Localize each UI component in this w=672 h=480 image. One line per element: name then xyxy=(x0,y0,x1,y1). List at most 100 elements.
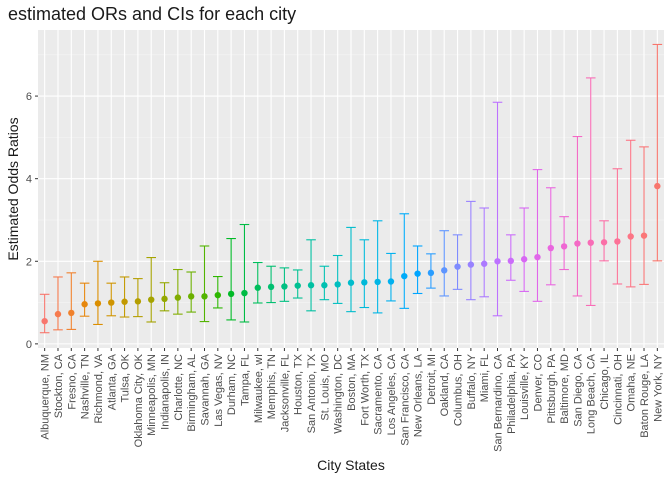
or-point xyxy=(227,290,235,298)
or-point xyxy=(507,257,515,265)
x-tick-label: Miami, FL xyxy=(479,354,491,402)
or-point xyxy=(307,282,315,289)
x-tick-label: San Bernardino, CA xyxy=(493,353,505,451)
or-point xyxy=(654,182,661,190)
or-point xyxy=(600,239,608,246)
or-point xyxy=(134,298,142,305)
city-estimate xyxy=(479,207,489,298)
city-estimate xyxy=(66,272,77,330)
x-tick-label: New York, NY xyxy=(652,353,664,422)
x-tick-label: Baton Rouge, LA xyxy=(639,353,651,437)
x-tick-label: Detroit, MI xyxy=(426,354,438,405)
city-estimate xyxy=(133,278,143,318)
or-point xyxy=(174,294,182,301)
city-estimate xyxy=(119,276,130,318)
x-tick-label: Indianapolis, IN xyxy=(160,354,172,430)
or-point xyxy=(94,300,102,307)
x-axis: Albuquerque, NM Stockton, CA Fresno, CA Nas… xyxy=(40,348,664,452)
or-point xyxy=(467,261,475,268)
chart-title: estimated ORs and CIs for each city xyxy=(8,4,297,24)
city-estimate xyxy=(346,226,356,313)
x-tick-label: San Diego, CA xyxy=(572,353,584,426)
x-tick-label: Richmond, VA xyxy=(93,353,105,423)
city-estimate xyxy=(386,252,396,302)
x-tick-label: Baltimore, MD xyxy=(559,354,571,424)
x-tick-label: Los Angeles, CA xyxy=(386,353,398,435)
or-point xyxy=(454,263,461,270)
city-estimate xyxy=(53,276,63,331)
y-axis-label: Estimated Odds Ratios xyxy=(5,117,21,260)
city-estimate xyxy=(239,223,250,323)
x-tick-label: Chicago, IL xyxy=(599,354,611,410)
x-tick-label: San Antonio, TX xyxy=(306,353,318,433)
x-tick-label: Buffalo, NY xyxy=(466,353,478,409)
x-tick-label: Minneapolis, MN xyxy=(146,354,158,436)
city-estimate xyxy=(332,254,343,304)
city-estimate xyxy=(372,220,383,314)
or-point xyxy=(361,279,368,286)
x-tick-label: Sacramento, CA xyxy=(373,353,385,434)
city-estimate xyxy=(292,269,303,299)
city-estimate xyxy=(252,261,263,304)
or-point xyxy=(640,232,648,239)
x-tick-label: Pittsburgh, PA xyxy=(546,353,558,423)
x-tick-label: Oklahoma City, OK xyxy=(133,353,145,447)
or-point xyxy=(494,258,501,265)
city-estimate xyxy=(159,282,170,312)
city-estimate xyxy=(612,168,623,285)
x-tick-label: Fort Worth, TX xyxy=(359,353,371,425)
y-tick-label: 2 xyxy=(26,256,32,268)
city-estimate xyxy=(39,293,50,334)
x-tick-label: Fresno, CA xyxy=(66,353,78,409)
or-point xyxy=(441,267,448,274)
or-point xyxy=(54,310,62,318)
y-tick-label: 6 xyxy=(26,91,32,103)
city-estimate xyxy=(213,276,223,309)
or-point xyxy=(201,293,208,300)
city-estimate xyxy=(266,265,276,304)
city-estimate xyxy=(106,282,117,317)
city-estimate xyxy=(439,230,450,297)
x-tick-label: Denver, CO xyxy=(532,354,544,412)
x-tick-label: Jacksonville, FL xyxy=(279,354,291,432)
or-point xyxy=(414,270,421,277)
city-estimate xyxy=(412,245,423,295)
city-estimate xyxy=(639,146,649,285)
x-tick-label: Tulsa, OK xyxy=(120,353,132,402)
or-point xyxy=(520,256,528,263)
x-tick-label: Columbus, OH xyxy=(453,354,465,426)
or-point xyxy=(108,299,115,306)
or-point xyxy=(547,244,554,252)
x-tick-label: Washington, DC xyxy=(333,354,345,434)
city-estimate xyxy=(532,169,543,302)
city-estimate xyxy=(506,234,516,281)
or-point xyxy=(614,238,621,245)
city-estimate xyxy=(93,260,103,326)
or-point xyxy=(68,309,75,317)
city-estimate xyxy=(426,253,436,289)
or-point xyxy=(148,296,155,303)
or-point xyxy=(321,282,328,289)
city-estimate xyxy=(359,239,370,309)
city-estimate xyxy=(652,43,663,262)
x-tick-label: Stockton, CA xyxy=(53,353,65,418)
x-tick-label: Boston, MA xyxy=(346,353,358,411)
or-point xyxy=(41,317,48,325)
or-point xyxy=(480,260,488,267)
city-estimate xyxy=(492,101,503,317)
x-tick-label: Tampa, FL xyxy=(239,354,251,406)
x-tick-label: Omaha, NE xyxy=(626,354,638,411)
or-point xyxy=(387,278,395,285)
or-point xyxy=(294,282,301,289)
city-estimate xyxy=(625,139,636,288)
x-tick-label: Durham, NC xyxy=(226,354,238,415)
x-tick-label: Philadelphia, PA xyxy=(506,353,518,434)
x-tick-label: Oakland, CA xyxy=(439,353,451,416)
x-tick-label: Savannah, GA xyxy=(199,353,211,425)
or-point xyxy=(267,283,275,291)
y-tick-label: 4 xyxy=(26,174,32,186)
or-point xyxy=(534,253,541,261)
city-estimate xyxy=(545,187,556,286)
x-axis-label: City States xyxy=(317,457,385,473)
or-point xyxy=(347,279,355,286)
